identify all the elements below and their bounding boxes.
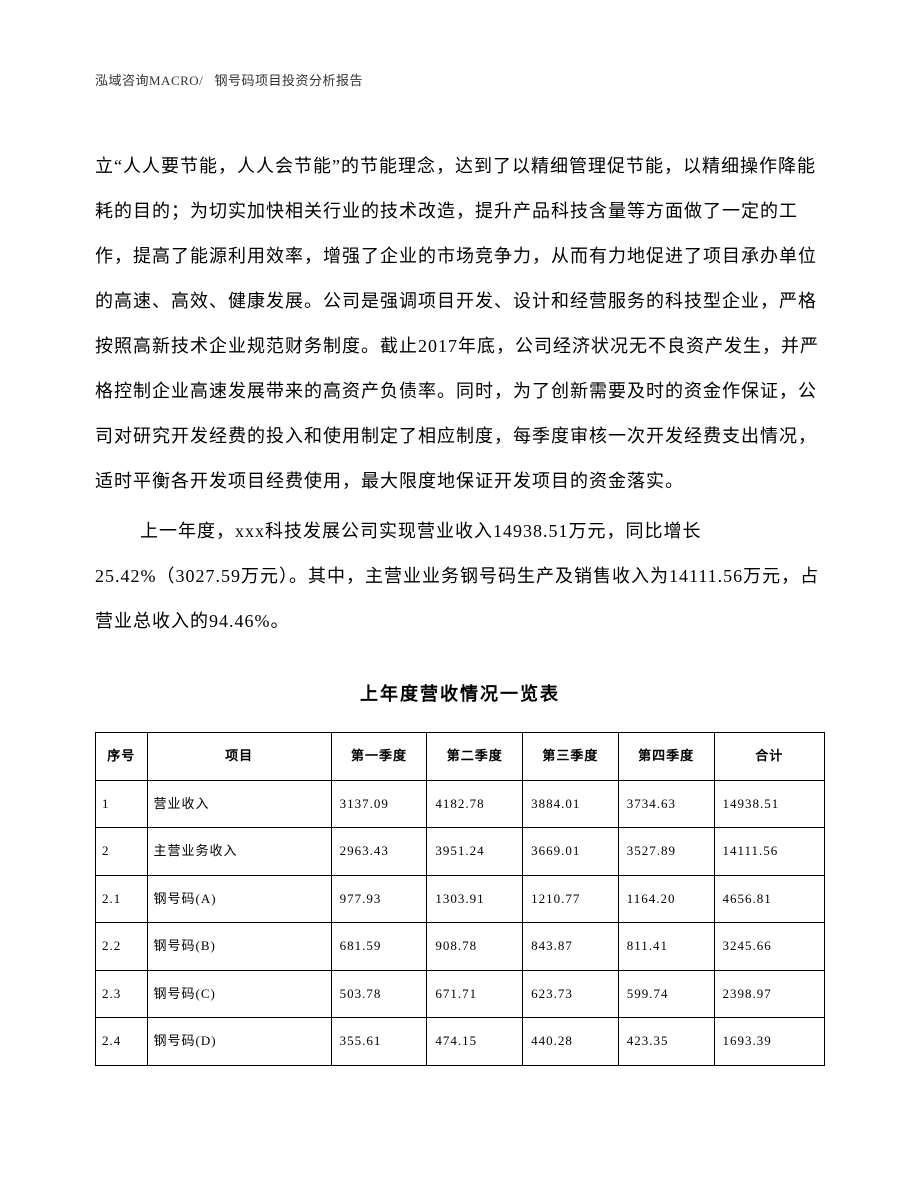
cell-q1: 977.93 [331, 875, 427, 923]
cell-q1: 503.78 [331, 970, 427, 1018]
cell-q4: 3734.63 [618, 780, 714, 828]
table-title: 上年度营收情况一览表 [95, 672, 825, 717]
cell-q2: 671.71 [427, 970, 523, 1018]
cell-q1: 2963.43 [331, 828, 427, 876]
cell-seq: 2.3 [96, 970, 148, 1018]
cell-item: 钢号码(A) [147, 875, 331, 923]
cell-total: 1693.39 [714, 1018, 825, 1066]
cell-total: 14111.56 [714, 828, 825, 876]
cell-q2: 4182.78 [427, 780, 523, 828]
cell-total: 3245.66 [714, 923, 825, 971]
cell-seq: 2 [96, 828, 148, 876]
cell-q4: 423.35 [618, 1018, 714, 1066]
header-seq: 序号 [96, 733, 148, 781]
cell-q3: 3669.01 [523, 828, 619, 876]
cell-q3: 440.28 [523, 1018, 619, 1066]
cell-total: 2398.97 [714, 970, 825, 1018]
table-row: 2.3 钢号码(C) 503.78 671.71 623.73 599.74 2… [96, 970, 825, 1018]
cell-q4: 599.74 [618, 970, 714, 1018]
header-q4: 第四季度 [618, 733, 714, 781]
header-q1: 第一季度 [331, 733, 427, 781]
cell-seq: 2.1 [96, 875, 148, 923]
cell-q3: 1210.77 [523, 875, 619, 923]
page-header: 泓域咨询MACRO/ 钢号码项目投资分析报告 [95, 70, 825, 89]
header-q2: 第二季度 [427, 733, 523, 781]
cell-q4: 3527.89 [618, 828, 714, 876]
cell-q1: 681.59 [331, 923, 427, 971]
header-title: 钢号码项目投资分析报告 [215, 73, 364, 88]
cell-q2: 474.15 [427, 1018, 523, 1066]
paragraph-1: 立“人人要节能，人人会节能”的节能理念，达到了以精细管理促节能，以精细操作降能耗… [95, 144, 825, 504]
header-company: 泓域咨询MACRO/ [95, 73, 203, 88]
cell-seq: 1 [96, 780, 148, 828]
cell-q3: 843.87 [523, 923, 619, 971]
table-row: 1 营业收入 3137.09 4182.78 3884.01 3734.63 1… [96, 780, 825, 828]
table-row: 2.2 钢号码(B) 681.59 908.78 843.87 811.41 3… [96, 923, 825, 971]
cell-q4: 811.41 [618, 923, 714, 971]
cell-item: 主营业务收入 [147, 828, 331, 876]
cell-item: 钢号码(B) [147, 923, 331, 971]
table-row: 2 主营业务收入 2963.43 3951.24 3669.01 3527.89… [96, 828, 825, 876]
table-row: 2.1 钢号码(A) 977.93 1303.91 1210.77 1164.2… [96, 875, 825, 923]
cell-q2: 3951.24 [427, 828, 523, 876]
cell-item: 钢号码(C) [147, 970, 331, 1018]
revenue-table: 序号 项目 第一季度 第二季度 第三季度 第四季度 合计 1 营业收入 3137… [95, 732, 825, 1066]
cell-q1: 3137.09 [331, 780, 427, 828]
paragraph-2: 上一年度，xxx科技发展公司实现营业收入14938.51万元，同比增长25.42… [95, 509, 825, 644]
header-item: 项目 [147, 733, 331, 781]
cell-total: 14938.51 [714, 780, 825, 828]
cell-q1: 355.61 [331, 1018, 427, 1066]
cell-q3: 623.73 [523, 970, 619, 1018]
cell-total: 4656.81 [714, 875, 825, 923]
table-header-row: 序号 项目 第一季度 第二季度 第三季度 第四季度 合计 [96, 733, 825, 781]
header-total: 合计 [714, 733, 825, 781]
table-row: 2.4 钢号码(D) 355.61 474.15 440.28 423.35 1… [96, 1018, 825, 1066]
cell-item: 营业收入 [147, 780, 331, 828]
cell-q2: 908.78 [427, 923, 523, 971]
cell-q4: 1164.20 [618, 875, 714, 923]
cell-q2: 1303.91 [427, 875, 523, 923]
cell-item: 钢号码(D) [147, 1018, 331, 1066]
cell-seq: 2.2 [96, 923, 148, 971]
document-body: 立“人人要节能，人人会节能”的节能理念，达到了以精细管理促节能，以精细操作降能耗… [95, 144, 825, 1066]
cell-q3: 3884.01 [523, 780, 619, 828]
cell-seq: 2.4 [96, 1018, 148, 1066]
header-q3: 第三季度 [523, 733, 619, 781]
